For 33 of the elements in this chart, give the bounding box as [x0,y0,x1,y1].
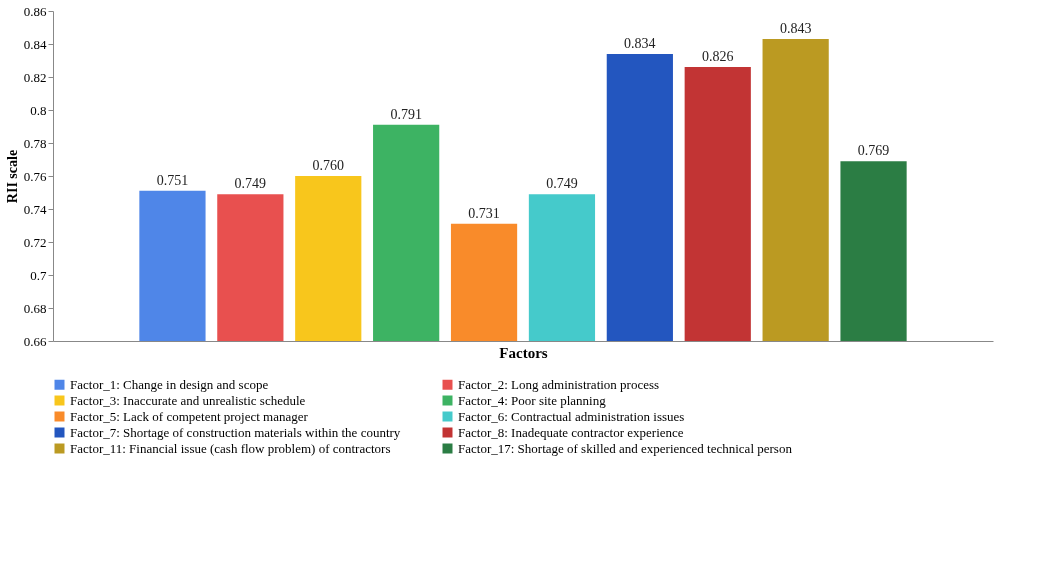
legend-label: Factor_1: Change in design and scope [70,376,269,392]
legend-label: Factor_2: Long administration process [458,376,660,392]
legend-label: Factor_8: Inadequate contractor experience [458,424,684,440]
y-tick-label: 0.84 [23,36,47,52]
y-tick-label: 0.76 [23,168,47,184]
legend-label: Factor_3: Inaccurate and unrealistic schedule [70,392,306,408]
y-tick-label: 0.74 [23,201,47,217]
y-tick-label: 0.8 [30,102,47,118]
x-axis-title: Factors [499,344,548,361]
data-label: 0.769 [857,143,890,159]
data-label: 0.749 [546,176,578,192]
y-tick-label: 0.72 [23,234,47,250]
data-label: 0.749 [234,176,267,192]
y-tick-label: 0.7 [30,267,47,283]
y-tick-label: 0.82 [23,69,47,85]
data-label: 0.760 [312,158,344,173]
y-tick-label: 0.66 [23,333,47,349]
y-tick-label: 0.86 [23,3,47,19]
y-tick-label: 0.68 [23,300,47,316]
data-label: 0.843 [779,21,812,37]
data-label: 0.731 [468,205,500,221]
data-label: 0.791 [390,106,422,122]
data-label: 0.834 [624,35,656,51]
y-tick-label: 0.78 [23,135,47,151]
data-label: 0.751 [156,172,189,188]
legend-label: Factor_4: Poor site planning [458,392,607,408]
legend-label: Factor_6: Contractual administration issues [458,408,685,424]
y-axis-title: RII scale [4,149,20,204]
legend-label: Factor_17: Shortage of skilled and experienced technical person [458,440,793,456]
legend-label: Factor_11: Financial issue (cash flow problem) of contractors [70,440,391,456]
data-label: 0.826 [702,49,734,65]
legend-label: Factor_5: Lack of competent project manager [70,408,309,424]
legend-label: Factor_7: Shortage of construction materials within the country [70,424,401,440]
